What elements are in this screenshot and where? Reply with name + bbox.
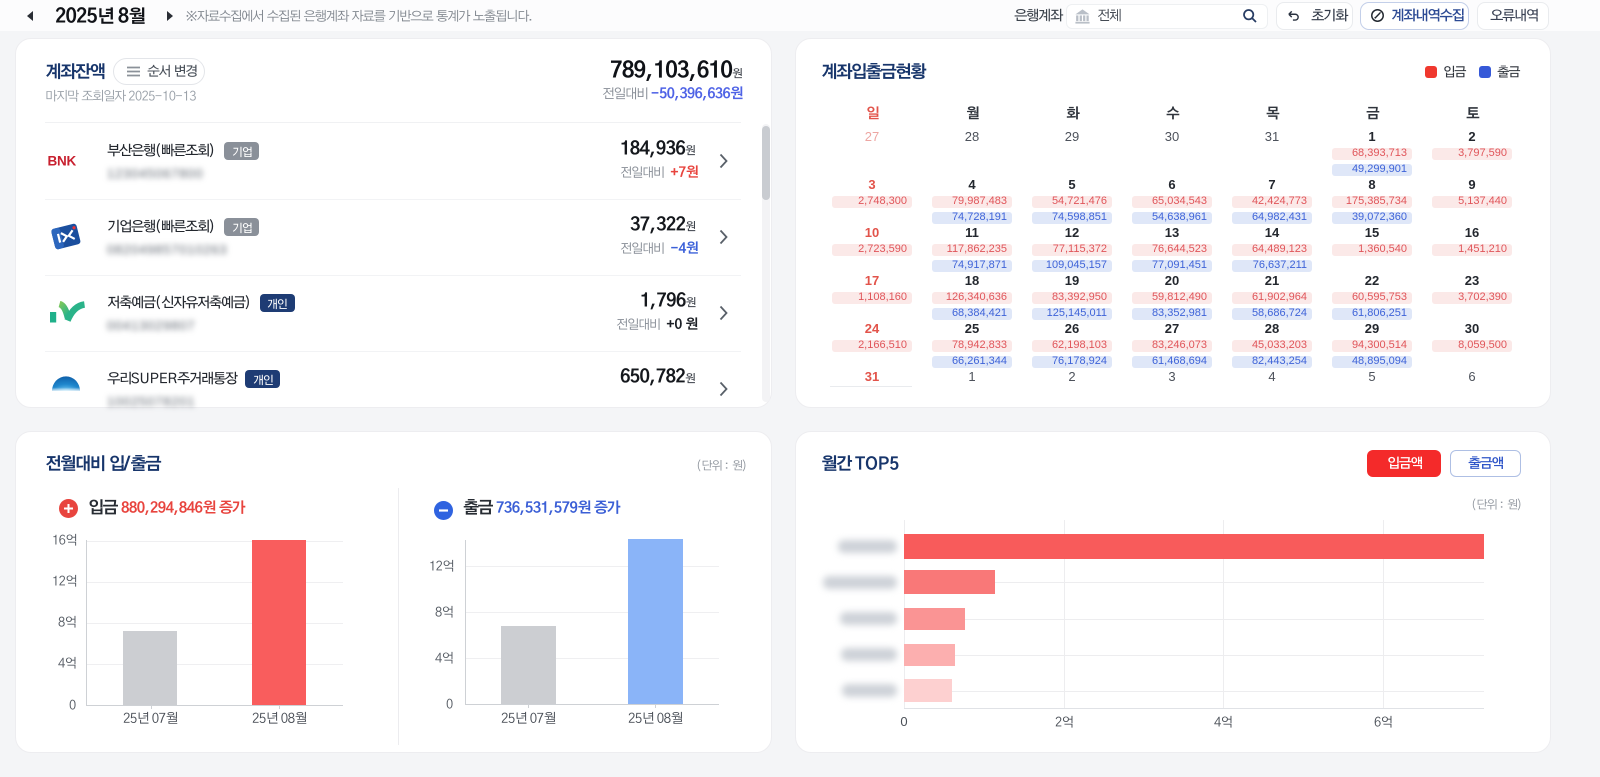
svg-text:BNK: BNK — [48, 154, 76, 168]
